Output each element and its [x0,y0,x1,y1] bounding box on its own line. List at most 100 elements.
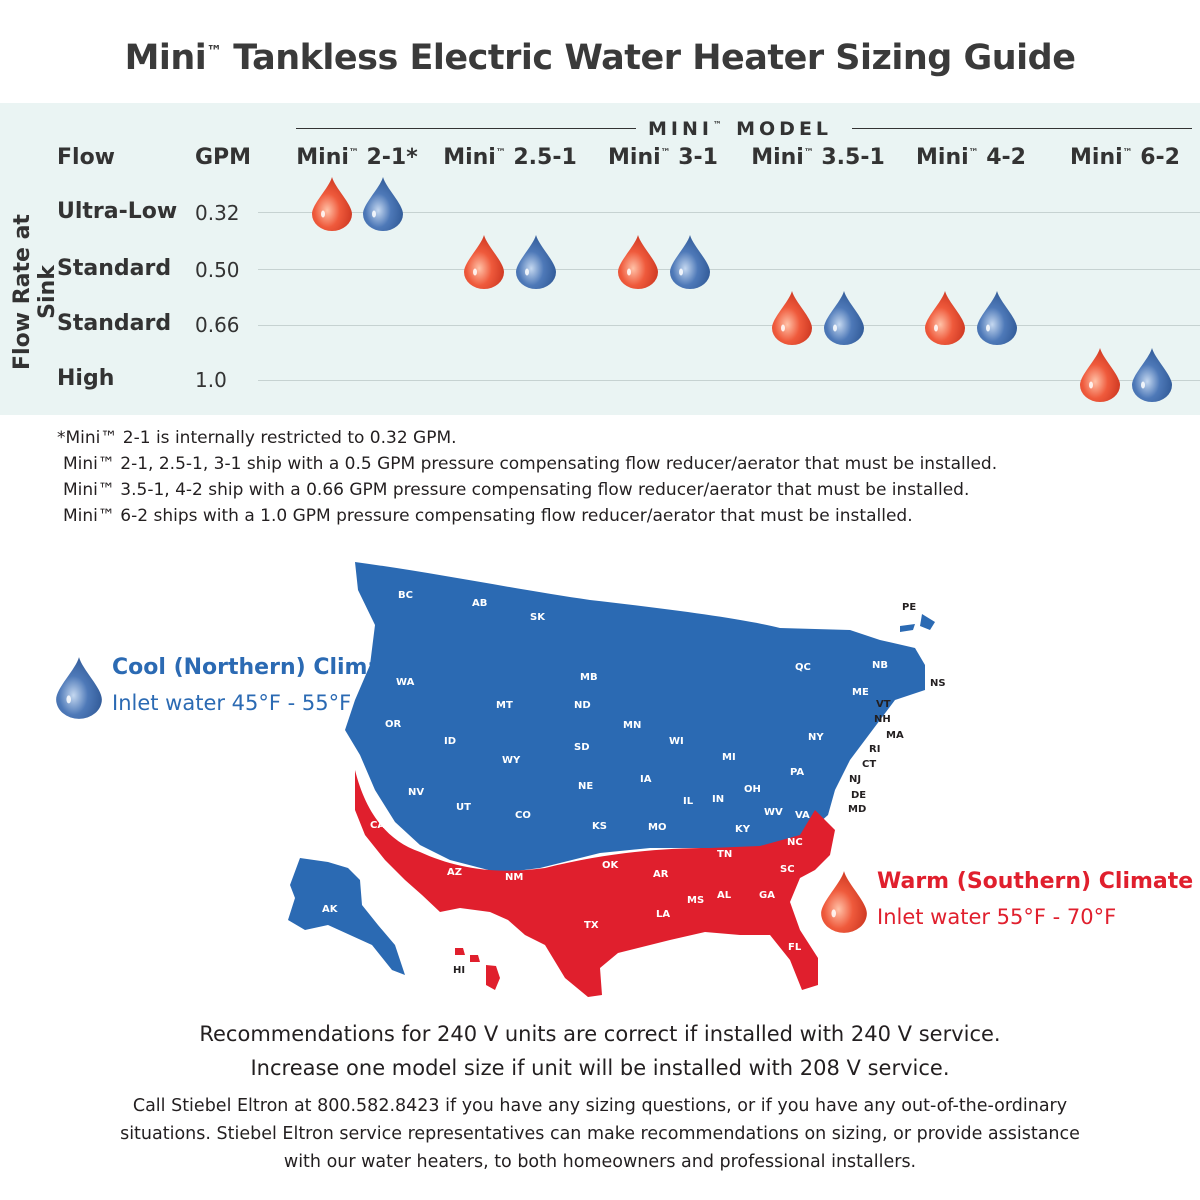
state-label: QC [795,662,811,673]
state-label: ID [444,736,456,747]
state-label: BC [398,590,413,601]
hot-drop-icon [1079,347,1121,403]
state-label: NE [578,781,593,792]
alaska-shape [288,858,405,975]
cold-drop-icon [515,234,557,290]
model-header-3-5-1: Mini™ 3.5-1 [751,145,885,170]
voltage-recommendations: Recommendations for 240 V units are corr… [0,1017,1200,1085]
row-rule [258,325,1200,326]
model-group-label: MINI™ MODEL [648,118,833,140]
model-group-rule-right [852,128,1192,129]
row-gpm-1-0: 1.0 [195,368,227,392]
state-label: TN [717,849,732,860]
state-label: KY [735,824,751,835]
state-label: MA [886,730,904,741]
state-label: AL [717,890,732,901]
state-label: CA [370,820,385,831]
footnote: Mini™ 6-2 ships with a 1.0 GPM pressure … [63,506,913,526]
state-label: TX [584,920,599,931]
state-label: SD [574,742,590,753]
state-label: PE [902,602,916,613]
state-label: RI [869,744,880,755]
state-label: IA [640,774,652,785]
state-label: MT [496,700,513,711]
state-label: DE [851,790,866,801]
row-gpm-0-66: 0.66 [195,313,240,337]
state-label: IN [712,794,724,805]
model-header-3-1: Mini™ 3-1 [608,145,718,170]
contact-line: with our water heaters, to both homeowne… [283,1152,917,1172]
state-label: MB [580,672,598,683]
sizing-table-panel [0,103,1200,415]
state-label: WI [669,736,684,747]
state-label: VT [876,699,891,710]
state-label: ME [852,687,869,698]
contact-line: Call Stiebel Eltron at 800.582.8423 if y… [132,1096,1068,1116]
row-gpm-0-32: 0.32 [195,201,240,225]
voltage-line-2: Increase one model size if unit will be … [250,1056,950,1080]
state-label: MD [848,804,866,815]
state-label: NC [787,837,803,848]
cold-drop-icon [669,234,711,290]
model-header-4-2: Mini™ 4-2 [916,145,1026,170]
state-label: NS [930,678,946,689]
model-header-2-5-1: Mini™ 2.5-1 [443,145,577,170]
state-label: OR [385,719,402,730]
hot-drop-icon [617,234,659,290]
state-label: MN [623,720,641,731]
cool-climate-drop-icon [55,656,103,720]
state-label: MS [687,895,704,906]
cold-drop-icon [823,290,865,346]
cool-climate-title: Cool (Northern) Climate [112,655,408,680]
row-flow-ultra-low: Ultra-Low [57,199,178,224]
footnote: Mini™ 3.5-1, 4-2 ship with a 0.66 GPM pr… [63,480,970,500]
state-label: AZ [447,867,462,878]
cold-drop-icon [1131,347,1173,403]
state-label: NH [874,714,891,725]
hawaii-shape [455,948,500,990]
hot-drop-icon [771,290,813,346]
state-label: WA [396,677,415,688]
state-label: CT [862,759,876,770]
state-label: LA [656,909,670,920]
model-group-rule-left [296,128,636,129]
state-label: NM [505,872,523,883]
cool-climate-inlet: Inlet water 45°F - 55°F [112,691,352,715]
voltage-line-1: Recommendations for 240 V units are corr… [199,1022,1001,1046]
state-label: AR [653,869,669,880]
warm-climate-title: Warm (Southern) Climate [877,869,1194,894]
row-rule [258,269,1200,270]
model-header-6-2: Mini™ 6-2 [1070,145,1180,170]
row-rule [258,380,1200,381]
state-label: OH [744,784,761,795]
state-label: NV [408,787,424,798]
state-label: FL [788,942,802,953]
state-label: NB [872,660,888,671]
state-label: NY [808,732,824,743]
flow-column-header: Flow [57,145,116,170]
flow-rate-axis-label: Flow Rate at Sink [10,214,60,370]
state-label: CO [515,810,531,821]
state-label: WV [764,807,783,818]
state-label: SK [530,612,546,623]
state-label: AK [322,904,339,915]
climate-map: BC AB SK MB QC NB ME WA OR ID MT ND SD W… [288,562,946,997]
south-region-shape [355,770,835,997]
row-rule [258,212,1200,213]
state-label: MO [648,822,666,833]
row-flow-high: High [57,366,115,391]
hot-drop-icon [924,290,966,346]
state-label: OK [602,860,620,871]
north-region-shape [345,562,925,873]
hot-drop-icon [311,176,353,232]
state-label: VA [795,810,810,821]
state-label: HI [453,965,465,976]
footnotes: *Mini™ 2-1 is internally restricted to 0… [57,425,997,529]
page-title: Mini™ Tankless Electric Water Heater Siz… [124,38,1076,78]
footnote: Mini™ 2-1, 2.5-1, 3-1 ship with a 0.5 GP… [63,454,998,474]
state-label: IL [683,796,694,807]
state-label: GA [759,890,775,901]
state-label: NJ [849,774,861,785]
hot-drop-icon [463,234,505,290]
contact-line: situations. Stiebel Eltron service repre… [120,1124,1080,1144]
